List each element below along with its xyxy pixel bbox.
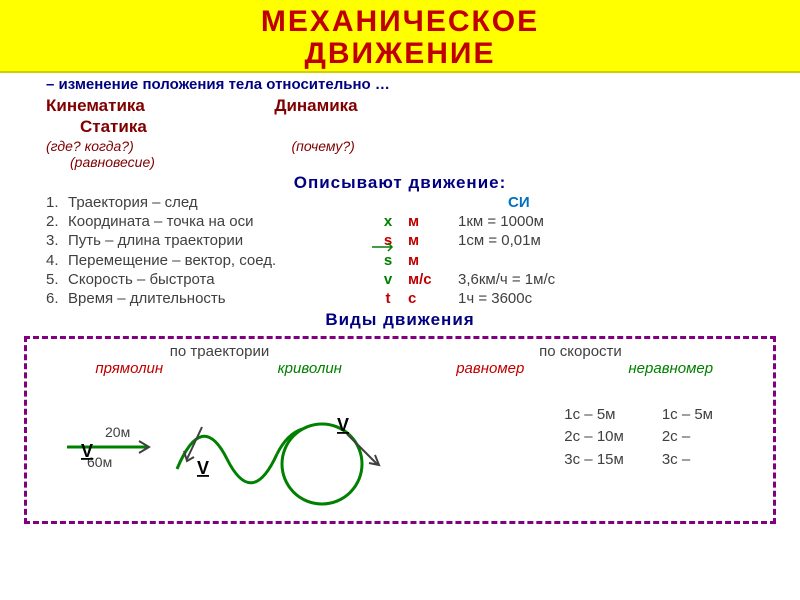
list-conv: 1ч = 3600с [458,289,754,308]
by-trajectory: по траектории [39,343,400,360]
questions-row: (где? когда?) (почему?) [0,138,800,155]
type-straight: прямолин [39,360,220,377]
list-num: 3. [46,231,68,250]
table-row: 2с – 10м 2с – [546,427,731,447]
list-conv: 1см = 0,01м [458,231,754,250]
branch-kinematics: Кинематика [46,96,145,115]
v-label-straight: V [81,441,93,461]
list-row: 5. Скорость – быстрота v м/с 3,6км/ч = 1… [46,270,754,289]
list-text: Скорость – быстрота [68,270,368,289]
list-sym: t [368,289,408,308]
definition-text: – изменение положения тела относительно … [0,73,800,95]
list-text: Перемещение – вектор, соед. [68,251,368,270]
title-line1: МЕХАНИЧЕСКОЕ [0,6,800,38]
types-row: по траектории по скорости [39,343,761,360]
list-sym: s [368,251,408,270]
list-conv: 3,6км/ч = 1м/с [458,270,754,289]
trajectory-diagram: 20м 60м V V V [57,409,407,529]
type-uniform: равномер [400,360,581,377]
title-bar: МЕХАНИЧЕСКОЕ ДВИЖЕНИЕ [0,0,800,73]
list-unit: м/с [408,270,458,289]
list-text: Путь – длина траектории [68,231,368,250]
types-sub: прямолин криволин равномер неравномер [39,360,761,377]
list-unit: м [408,251,458,270]
speed-table: 1с – 5м 1с – 5м 2с – 10м 2с – 3с – 15м 3… [544,403,733,472]
v-label-wave: V [197,458,209,478]
list-num: 1. [46,193,68,212]
by-speed: по скорости [400,343,761,360]
list-text: Траектория – след [68,193,368,212]
q-kinematics: (где? когда?) [46,138,134,154]
title-line2: ДВИЖЕНИЕ [0,38,800,70]
list-unit: с [408,289,458,308]
branch-statics-row: Статика [0,116,800,137]
branch-dynamics: Динамика [274,96,357,115]
list-row: 6. Время – длительность t с 1ч = 3600с [46,289,754,308]
type-nonuniform: неравномер [581,360,762,377]
list-conv: 1км = 1000м [458,212,754,231]
branch-statics: Статика [80,117,147,136]
si-label: СИ [458,193,754,212]
list-row: 4. Перемещение – вектор, соед. s м [46,251,754,270]
v-label-circle: V [337,415,349,435]
list-text: Время – длительность [68,289,368,308]
list-num: 2. [46,212,68,231]
list-sym: v [368,270,408,289]
list-unit: м [408,231,458,250]
type-curved: криволин [220,360,401,377]
list-row: 3. Путь – длина траектории s м 1см = 0,0… [46,231,754,250]
list-row: 2. Координата – точка на оси х м 1км = 1… [46,212,754,231]
list-num: 5. [46,270,68,289]
q-statics-row: (равновесие) [0,154,800,171]
list-sym: х [368,212,408,231]
straight-top: 20м [105,424,130,440]
list-num: 4. [46,251,68,270]
vector-arrow-icon [368,241,398,253]
table-row: 1с – 5м 1с – 5м [546,405,731,425]
branches-row: Кинематика Динамика [0,95,800,116]
list-num: 6. [46,289,68,308]
q-statics: (равновесие) [70,154,155,170]
list-text: Координата – точка на оси [68,212,368,231]
table-row: 3с – 15м 3с – [546,450,731,470]
types-header: Виды движения [0,310,800,330]
list-unit: м [408,212,458,231]
q-dynamics: (почему?) [292,138,355,154]
list-row: 1. Траектория – след СИ [46,193,754,212]
types-box: по траектории по скорости прямолин криво… [24,336,776,524]
describe-header: Описывают движение: [0,173,800,193]
describe-list: 1. Траектория – след СИ 2. Координата – … [0,193,800,308]
